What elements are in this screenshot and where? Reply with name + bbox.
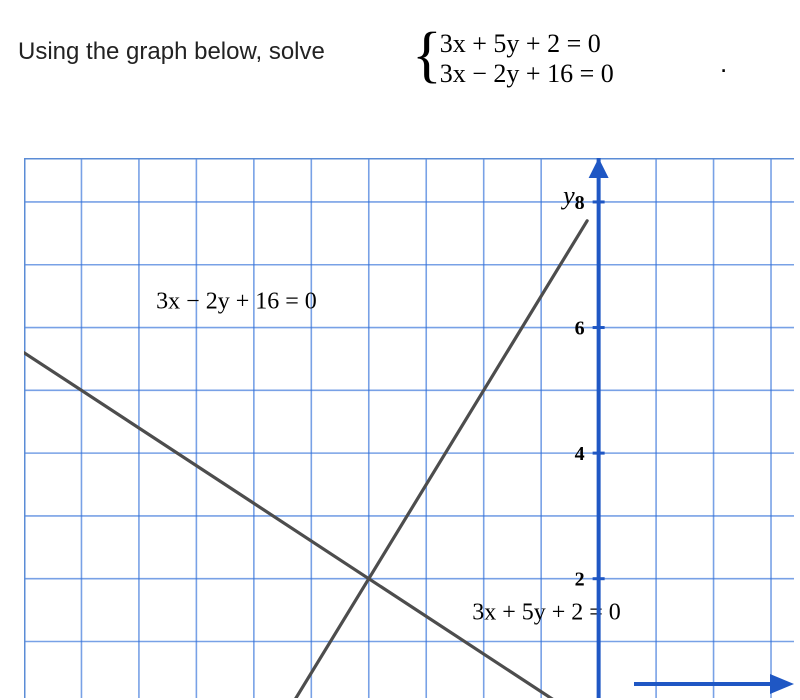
y-tick-4: 4 [575,443,585,465]
system-eq2: 3x − 2y + 16 = 0 [440,59,614,89]
prompt-text: Using the graph below, solve [18,38,325,66]
y-tick-6: 6 [575,318,585,340]
equation-system: { 3x + 5y + 2 = 0 3x − 2y + 16 = 0 [412,28,614,90]
y-tick-2: 2 [575,569,585,591]
y-axis-label: y [560,181,575,210]
y-tick-8: 8 [575,192,585,214]
brace-icon: { [412,24,442,86]
series-label-line2: 3x − 2y + 16 = 0 [156,289,317,315]
graph-chart: 3x − 2y + 16 = 03x + 5y + 2 = 02468y [24,158,794,698]
trailing-period: . [720,48,727,79]
system-eq1: 3x + 5y + 2 = 0 [440,29,614,59]
